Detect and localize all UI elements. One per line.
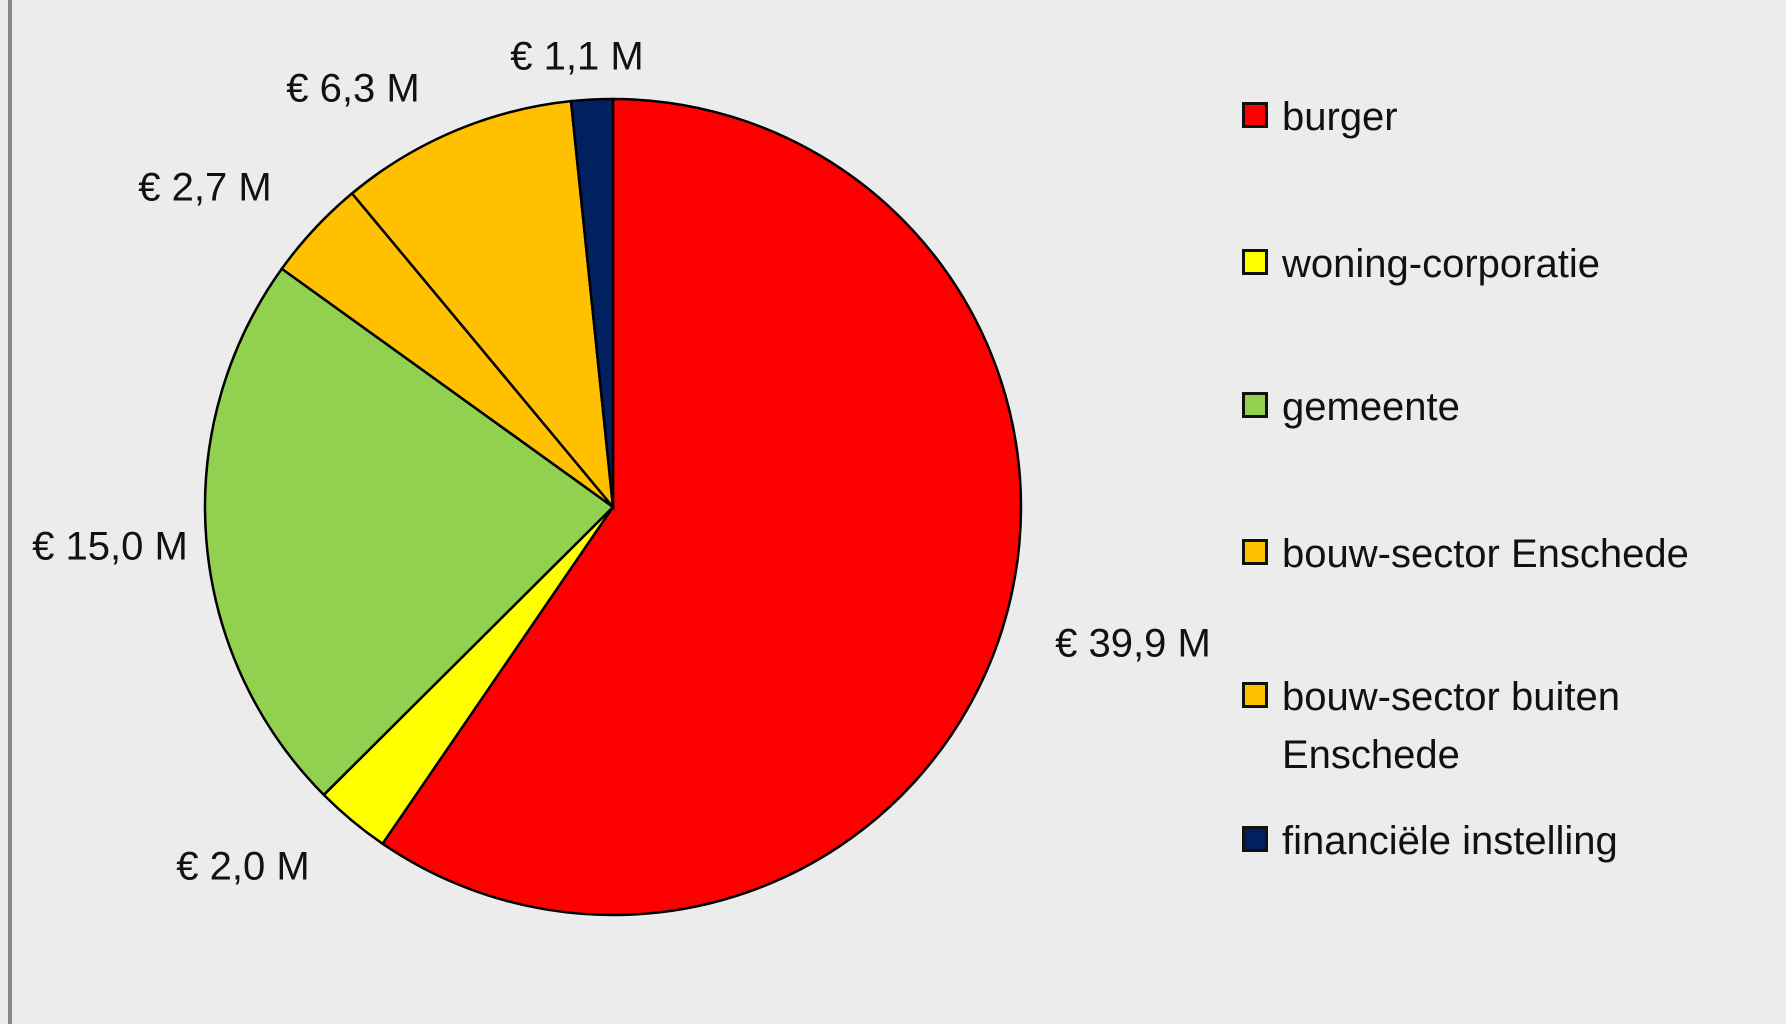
data-label: € 6,3 M (286, 67, 419, 111)
legend-swatch (1242, 392, 1268, 418)
legend-label: financiële instelling (1282, 819, 1618, 863)
data-label: € 2,0 M (176, 845, 309, 889)
data-label: € 2,7 M (138, 166, 271, 210)
legend-label: bouw-sector Enschede (1282, 532, 1689, 576)
legend-swatch (1242, 682, 1268, 708)
legend-swatch (1242, 249, 1268, 275)
legend-item: bouw-sector buiten Enschede (1242, 668, 1762, 784)
data-label: € 1,1 M (510, 35, 643, 79)
legend-label: burger (1282, 95, 1398, 139)
pie-slice (203, 266, 615, 797)
legend-swatch (1242, 826, 1268, 852)
pie-slice (350, 99, 615, 511)
legend-item: gemeente (1242, 378, 1762, 436)
pie-slice (569, 97, 615, 508)
legend-label: woning-corporatie (1282, 242, 1600, 286)
legend-label: bouw-sector buiten Enschede (1282, 675, 1620, 777)
legend-item: woning-corporatie (1242, 235, 1762, 293)
legend-swatch (1242, 102, 1268, 128)
legend-label: gemeente (1282, 385, 1460, 429)
legend-item: burger (1242, 88, 1762, 146)
legend-item: financiële instelling (1242, 812, 1762, 870)
legend-swatch (1242, 539, 1268, 565)
data-label: € 15,0 M (32, 525, 188, 569)
pie-slice (380, 97, 1023, 917)
data-label: € 39,9 M (1055, 622, 1211, 666)
legend-item: bouw-sector Enschede (1242, 525, 1762, 583)
